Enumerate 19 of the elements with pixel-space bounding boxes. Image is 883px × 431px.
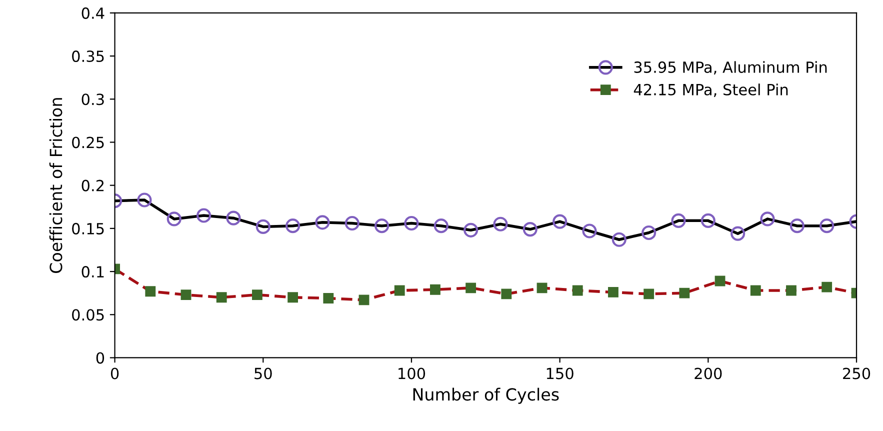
y-tick-label: 0.25: [72, 136, 104, 148]
x-tick-label: 100: [398, 368, 426, 380]
y-tick-label: 0.1: [82, 266, 104, 278]
legend-label: 35.95 MPa, Aluminum Pin: [634, 61, 827, 75]
y-tick-label: 0.05: [72, 309, 104, 321]
x-tick-label: 150: [546, 368, 574, 380]
x-tick-label: 200: [694, 368, 722, 380]
x-tick-label: 50: [254, 368, 272, 380]
y-axis-title: Coefficient of Friction: [49, 98, 62, 273]
y-tick-label: 0.35: [72, 50, 104, 62]
y-tick-label: 0: [96, 352, 104, 364]
y-tick-label: 0.15: [72, 222, 104, 234]
x-axis-title: Number of Cycles: [413, 388, 559, 404]
legend-label: 42.15 MPa, Steel Pin: [634, 84, 788, 97]
y-tick-label: 0.3: [82, 94, 104, 106]
y-tick-label: 0.2: [82, 180, 104, 192]
y-tick-label: 0.4: [82, 7, 104, 19]
x-tick-label: 0: [110, 368, 119, 380]
x-tick-label: 250: [843, 368, 870, 380]
